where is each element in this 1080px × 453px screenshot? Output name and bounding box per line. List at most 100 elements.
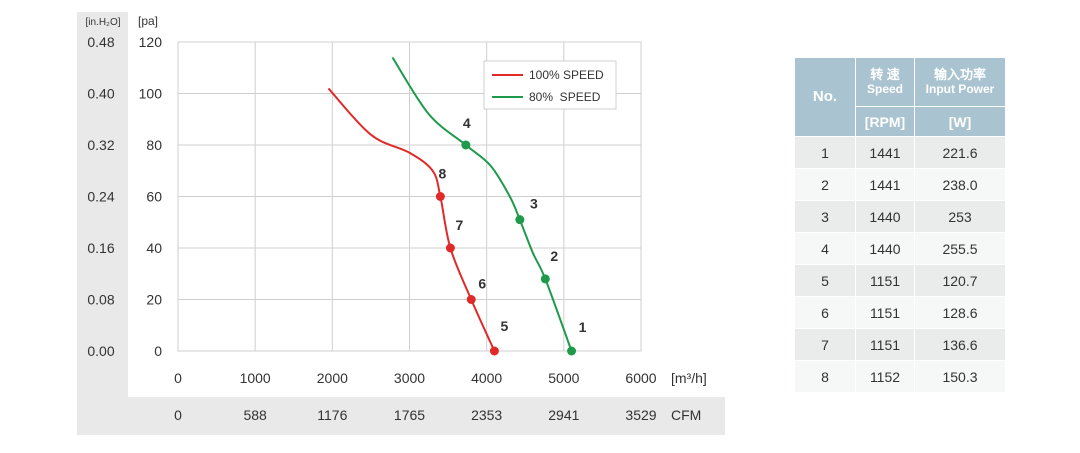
cell-rpm: 1151 bbox=[855, 264, 915, 297]
cell-no: 1 bbox=[794, 136, 856, 169]
x-tick-m3h: 0 bbox=[174, 370, 182, 386]
cell-no: 8 bbox=[794, 360, 856, 393]
data-point-label-1: 1 bbox=[579, 319, 587, 335]
x-tick-m3h: 6000 bbox=[625, 370, 656, 386]
data-point-6 bbox=[466, 295, 476, 304]
cell-power: 128.6 bbox=[914, 296, 1006, 329]
table-body: 1 1441 221.6 2 1441 238.0 3 1440 253 4 1440 255.5 5 1… bbox=[794, 136, 1006, 393]
header-power-cn: 输入功率 bbox=[933, 67, 986, 82]
series-curves bbox=[327, 56, 573, 352]
cell-no: 2 bbox=[794, 168, 856, 201]
data-point-8 bbox=[435, 192, 445, 201]
data-point-label-2: 2 bbox=[550, 248, 558, 264]
data-point-label-4: 4 bbox=[463, 115, 471, 131]
y-tick-inh2o: 0.24 bbox=[87, 189, 114, 205]
data-point-7 bbox=[445, 243, 455, 253]
cell-power: 120.7 bbox=[914, 264, 1006, 297]
y-tick-pa: 120 bbox=[139, 34, 163, 50]
cell-power: 136.6 bbox=[914, 328, 1006, 361]
data-point-label-3: 3 bbox=[530, 196, 538, 212]
data-point-2 bbox=[540, 274, 550, 284]
series-line-2 bbox=[391, 56, 573, 352]
cell-power: 255.5 bbox=[914, 232, 1006, 265]
y-tick-pa: 60 bbox=[146, 189, 162, 205]
y-unit-left: [in.H₂O] bbox=[86, 17, 121, 28]
y-unit-right: [pa] bbox=[138, 14, 158, 28]
x-tick-cfm: 0 bbox=[174, 407, 182, 423]
table-row: 1 1441 221.6 bbox=[794, 136, 1006, 169]
series-line-1 bbox=[327, 87, 496, 352]
x-tick-cfm: 1765 bbox=[394, 407, 425, 423]
speed-power-table: No. 转 速 Speed 输入功率 Input Power [RPM] [W]… bbox=[794, 57, 1006, 393]
y-tick-pa: 80 bbox=[146, 137, 162, 153]
header-power: 输入功率 Input Power bbox=[914, 57, 1006, 107]
table-row: 8 1152 150.3 bbox=[794, 360, 1006, 393]
cell-rpm: 1152 bbox=[855, 360, 915, 393]
table-row: 7 1151 136.6 bbox=[794, 328, 1006, 361]
y-tick-pa: 40 bbox=[146, 240, 162, 256]
data-point-5 bbox=[489, 346, 499, 356]
y-tick-inh2o: 0.48 bbox=[87, 34, 114, 50]
data-point-3 bbox=[515, 215, 525, 225]
cell-no: 5 bbox=[794, 264, 856, 297]
cell-no: 6 bbox=[794, 296, 856, 329]
x-tick-m3h: 2000 bbox=[317, 370, 348, 386]
bottom-axis-band bbox=[77, 397, 725, 435]
x-tick-cfm: 3529 bbox=[625, 407, 656, 423]
chart-legend: 100% SPEED 80% SPEED bbox=[483, 60, 617, 110]
legend-label-2: 80% SPEED bbox=[529, 90, 601, 104]
cell-rpm: 1440 bbox=[855, 200, 915, 233]
cell-power: 221.6 bbox=[914, 136, 1006, 169]
cell-power: 150.3 bbox=[914, 360, 1006, 393]
legend-label-1: 100% SPEED bbox=[529, 68, 604, 82]
x-axis-labels: 0 1000 2000 3000 4000 5000 6000 [m³/h] 0 588 1176 1… bbox=[174, 370, 707, 423]
x-tick-cfm: 2941 bbox=[548, 407, 579, 423]
series-points: 8 7 6 5 4 3 2 1 bbox=[435, 115, 587, 356]
cell-rpm: 1441 bbox=[855, 136, 915, 169]
cell-no: 3 bbox=[794, 200, 856, 233]
data-point-label-8: 8 bbox=[438, 166, 446, 182]
cfm-unit-label: CFM bbox=[671, 407, 701, 423]
y-tick-pa: 100 bbox=[139, 86, 163, 102]
header-no: No. bbox=[794, 57, 856, 137]
x-tick-cfm: 1176 bbox=[317, 407, 347, 423]
data-point-4 bbox=[461, 140, 471, 150]
data-point-label-6: 6 bbox=[478, 276, 486, 292]
cell-power: 253 bbox=[914, 200, 1006, 233]
data-point-label-7: 7 bbox=[455, 217, 463, 233]
table-row: 5 1151 120.7 bbox=[794, 264, 1006, 297]
y-tick-inh2o: 0.08 bbox=[87, 292, 114, 308]
cell-rpm: 1441 bbox=[855, 168, 915, 201]
cell-no: 7 bbox=[794, 328, 856, 361]
header-speed-en: Speed bbox=[866, 82, 903, 96]
cell-rpm: 1151 bbox=[855, 296, 915, 329]
data-point-label-5: 5 bbox=[500, 318, 508, 334]
y-tick-inh2o: 0.32 bbox=[87, 137, 114, 153]
y-tick-inh2o: 0.16 bbox=[87, 240, 114, 256]
x-tick-cfm: 588 bbox=[243, 407, 267, 423]
header-power-en: Input Power bbox=[925, 82, 995, 96]
cell-power: 238.0 bbox=[914, 168, 1006, 201]
x-tick-m3h: 3000 bbox=[394, 370, 425, 386]
y-tick-pa: 20 bbox=[146, 292, 162, 308]
header-speed-unit: [RPM] bbox=[855, 106, 915, 137]
left-axis-band bbox=[77, 12, 128, 432]
header-power-unit: [W] bbox=[914, 106, 1006, 137]
cell-no: 4 bbox=[794, 232, 856, 265]
cell-rpm: 1440 bbox=[855, 232, 915, 265]
y-tick-inh2o: 0.40 bbox=[87, 86, 114, 102]
legend-box bbox=[483, 60, 617, 110]
x-tick-m3h: 1000 bbox=[240, 370, 271, 386]
table-row: 4 1440 255.5 bbox=[794, 232, 1006, 265]
table-row: 2 1441 238.0 bbox=[794, 168, 1006, 201]
header-speed: 转 速 Speed bbox=[855, 57, 915, 107]
x-unit-label: [m³/h] bbox=[671, 370, 707, 386]
data-point-1 bbox=[567, 346, 577, 356]
header-speed-cn: 转 速 bbox=[870, 67, 900, 82]
table-row: 6 1151 128.6 bbox=[794, 296, 1006, 329]
y-tick-inh2o: 0.00 bbox=[87, 343, 114, 359]
y-axis-labels: [in.H₂O] [pa] 0.48 0.40 0.32 0.24 0.16 0.08 0.00… bbox=[86, 14, 163, 359]
table-row: 3 1440 253 bbox=[794, 200, 1006, 233]
x-tick-m3h: 5000 bbox=[548, 370, 579, 386]
